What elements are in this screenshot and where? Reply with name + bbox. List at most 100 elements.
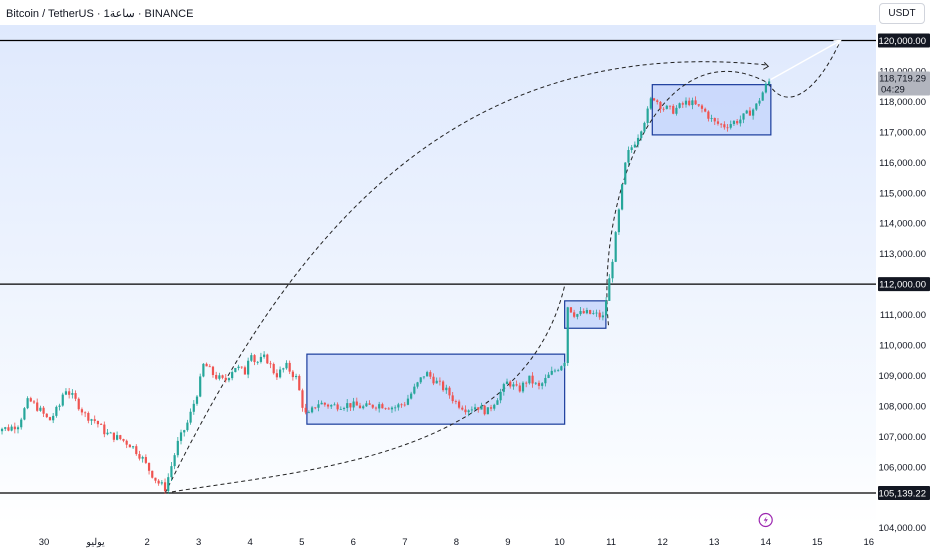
candle <box>400 403 403 408</box>
candle <box>115 431 119 441</box>
currency-button[interactable]: USDT <box>879 3 925 24</box>
candle <box>515 380 518 387</box>
candle <box>199 373 202 398</box>
horizontal-levels <box>0 39 876 494</box>
candle <box>461 405 464 411</box>
candle <box>205 362 208 367</box>
candle <box>211 365 215 378</box>
projection-arrowhead <box>833 39 842 47</box>
candle <box>557 368 560 372</box>
price-tick-label: 107,000.00 <box>878 432 926 443</box>
candle <box>84 411 87 418</box>
candle <box>291 369 294 381</box>
candle <box>397 402 400 411</box>
candle <box>301 388 304 412</box>
candle <box>349 403 352 412</box>
candle <box>435 377 438 384</box>
candle <box>448 386 451 399</box>
candle <box>195 394 199 406</box>
candle <box>620 183 624 211</box>
candle <box>394 405 397 412</box>
price-tick-label: 110,000.00 <box>879 341 926 352</box>
candle <box>163 478 167 494</box>
time-tick-label: 2 <box>144 537 149 548</box>
candle <box>259 352 263 364</box>
time-tick-label: 5 <box>299 537 304 548</box>
candle <box>598 309 601 320</box>
candle <box>684 97 688 108</box>
candle <box>624 162 627 185</box>
candle <box>477 407 480 413</box>
candle <box>39 405 42 412</box>
candle <box>186 419 189 432</box>
dashed-curve-0 <box>164 61 766 494</box>
candle <box>499 388 502 404</box>
lightning-icon[interactable] <box>758 512 773 528</box>
candle <box>13 422 16 434</box>
candle <box>304 403 307 415</box>
candle <box>489 404 493 412</box>
candle <box>656 99 659 105</box>
candle <box>128 443 131 448</box>
candle <box>74 390 77 402</box>
candle <box>336 402 339 412</box>
candle <box>247 357 250 379</box>
candle <box>227 377 231 383</box>
candlestick-series <box>0 78 771 494</box>
candle <box>266 353 269 364</box>
candle <box>109 431 112 434</box>
candle <box>368 400 371 405</box>
price-tick-label: 111,000.00 <box>880 310 926 321</box>
candle <box>630 145 633 153</box>
price-axis[interactable]: 104,000.00 106,000.00 107,000.00 108,000.00… <box>876 0 932 550</box>
candle <box>720 123 723 128</box>
time-tick-label: 30 <box>39 537 50 548</box>
candle <box>416 381 419 389</box>
dashed-curve-1 <box>165 285 566 494</box>
candle <box>55 405 58 418</box>
candle <box>704 107 707 113</box>
candle <box>403 401 406 407</box>
candle <box>505 378 509 385</box>
candle <box>509 380 512 389</box>
price-tick-label: 116,000.00 <box>879 158 926 169</box>
annotation-curves <box>164 40 841 494</box>
candle <box>298 374 301 391</box>
candle <box>20 417 23 430</box>
candle <box>470 406 473 414</box>
candle <box>643 121 646 134</box>
candle <box>544 374 547 387</box>
candle <box>215 371 218 381</box>
candle <box>432 373 435 386</box>
candle <box>342 406 346 411</box>
time-axis-bg <box>0 525 876 550</box>
candle <box>755 103 758 111</box>
consolidation-zone-0 <box>306 353 566 425</box>
candle <box>64 388 68 396</box>
candle <box>378 401 381 413</box>
candle <box>547 372 550 379</box>
level-label-2: 105,139.22 <box>878 489 926 500</box>
candle <box>87 411 90 424</box>
candle <box>58 403 61 411</box>
time-tick-label: 12 <box>657 537 668 548</box>
candle <box>627 146 630 167</box>
price-tick-label: 104,000.00 <box>878 523 926 534</box>
time-tick-label: 14 <box>760 537 771 548</box>
candle <box>167 473 170 494</box>
symbol-title: Bitcoin / TetherUS · 1ساعة · BINANCE <box>6 8 194 20</box>
candle <box>339 406 342 410</box>
candle <box>170 462 173 481</box>
candle <box>231 370 234 381</box>
candle <box>445 384 448 394</box>
candle <box>202 363 205 378</box>
candle <box>550 366 553 376</box>
level-label-1: 112,000.00 <box>879 280 926 291</box>
candle <box>122 438 125 443</box>
time-tick-label: 15 <box>812 537 823 548</box>
candle <box>700 104 704 113</box>
candle <box>320 400 323 405</box>
candle <box>716 117 720 126</box>
time-axis[interactable]: 30 يوليو 2 3 4 5 6 7 8 9 10 11 12 13 14 15 16 <box>0 512 876 550</box>
